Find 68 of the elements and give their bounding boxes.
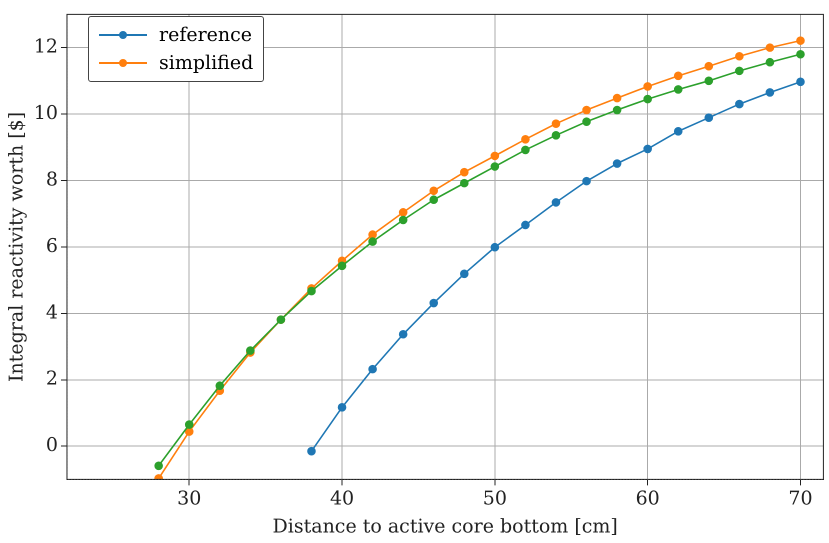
point [704,113,714,122]
x-axis-title: Distance to active core bottom [cm] [272,516,618,538]
y-tick-label: 10 [34,102,58,124]
point [398,216,408,224]
point [766,43,774,52]
point [398,208,408,217]
point [582,176,591,186]
point [612,94,622,102]
point [735,52,744,61]
point [552,198,560,207]
point [154,461,163,470]
point [429,186,438,196]
point [338,403,346,412]
y-tick-label: 12 [34,36,58,58]
legend-label: simplified [159,52,254,74]
point [643,94,652,104]
x-tick-label: 50 [482,488,507,510]
point [398,330,408,339]
point [460,178,469,188]
point [460,270,469,278]
point [521,134,530,144]
y-axis-title: Integral reactivity worth [$] [5,112,28,382]
point [674,85,683,94]
point [368,364,377,374]
point [184,420,194,429]
point [307,286,316,296]
point [429,298,438,308]
point [704,76,714,86]
point [643,82,652,91]
x-tick-label: 40 [330,488,354,510]
point [674,127,683,136]
x-tick-label: 70 [788,488,813,510]
point [490,162,500,171]
point [368,237,377,246]
y-tick-label: 4 [46,301,58,324]
point [215,381,224,390]
point [612,159,622,168]
x-tick-label: 60 [636,488,660,510]
point [766,88,774,97]
point [368,230,377,239]
point [552,119,560,128]
y-tick-label: 0 [46,434,58,456]
point [460,168,469,176]
point [521,220,530,230]
point [796,78,805,86]
point [429,195,438,204]
point [643,144,652,154]
point [766,58,774,67]
point [338,262,346,270]
point [552,131,560,140]
point [674,72,683,80]
legend-label: reference [159,24,252,46]
point [735,100,744,108]
point [735,66,744,76]
point [704,62,714,71]
point [490,152,500,160]
y-tick-label: 2 [46,368,58,390]
y-tick-label: 6 [46,234,58,257]
point [612,106,622,114]
y-tick-label: 8 [46,168,58,190]
point [582,117,591,126]
point [521,146,530,154]
point [307,446,316,456]
point [490,242,500,252]
point [796,50,805,59]
point [796,36,805,45]
point [582,106,591,114]
x-tick-label: 30 [177,488,202,510]
